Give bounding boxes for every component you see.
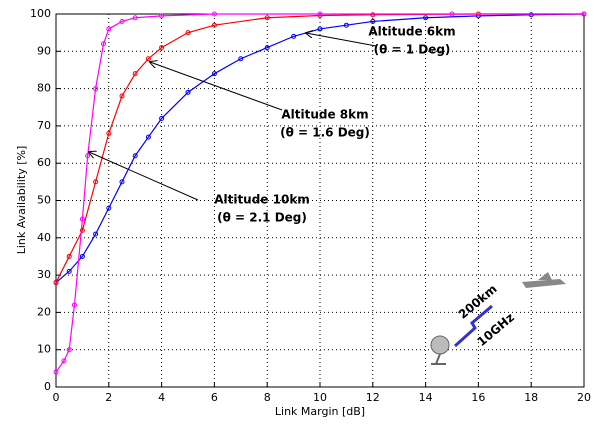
y-tick-label: 0 <box>44 380 51 393</box>
marker <box>264 15 270 21</box>
annotation: Altitude 6km <box>368 25 455 39</box>
marker <box>66 347 72 353</box>
marker <box>79 227 85 233</box>
annotation: (θ = 1 Deg) <box>374 43 451 57</box>
marker <box>93 231 99 237</box>
annotation: (θ = 1.6 Deg) <box>280 126 370 140</box>
x-tick-label: 16 <box>471 391 485 404</box>
x-tick-label: 10 <box>313 391 327 404</box>
marker <box>185 30 191 36</box>
marker <box>211 71 217 77</box>
x-tick-label: 8 <box>264 391 271 404</box>
x-tick-label: 0 <box>53 391 60 404</box>
x-tick-label: 2 <box>105 391 112 404</box>
annotation: Altitude 8km <box>281 108 368 122</box>
arrow <box>89 152 199 201</box>
y-tick-label: 70 <box>37 119 51 132</box>
x-tick-label: 4 <box>158 391 165 404</box>
marker <box>528 12 534 18</box>
marker <box>119 18 125 24</box>
marker <box>106 26 112 32</box>
marker <box>317 11 323 17</box>
arrow <box>306 33 377 47</box>
marker <box>317 26 323 32</box>
marker <box>238 56 244 62</box>
marker <box>185 89 191 95</box>
marker <box>132 153 138 159</box>
marker <box>119 93 125 99</box>
marker <box>159 13 165 19</box>
x-tick-label: 18 <box>524 391 538 404</box>
marker <box>106 205 112 211</box>
y-tick-label: 10 <box>37 343 51 356</box>
x-tick-label: 6 <box>211 391 218 404</box>
marker <box>291 33 297 39</box>
series-line <box>55 13 584 283</box>
marker <box>449 11 455 17</box>
marker <box>159 45 165 51</box>
marker <box>53 280 59 286</box>
marker <box>71 302 77 308</box>
marker <box>53 369 59 375</box>
marker <box>211 11 217 17</box>
annotation: Altitude 10km <box>214 193 310 207</box>
marker <box>132 71 138 77</box>
marker <box>66 268 72 274</box>
marker <box>211 22 217 28</box>
x-axis-label: Link Margin [dB] <box>275 405 365 418</box>
marker <box>264 45 270 51</box>
y-tick-label: 60 <box>37 156 51 169</box>
x-tick-label: 14 <box>419 391 433 404</box>
y-tick-label: 30 <box>37 268 51 281</box>
marker <box>145 134 151 140</box>
y-tick-label: 20 <box>37 305 51 318</box>
marker <box>93 179 99 185</box>
marker <box>119 179 125 185</box>
marker <box>132 15 138 21</box>
y-axis-label: Link Availability [%] <box>15 146 28 255</box>
y-tick-label: 100 <box>30 7 51 20</box>
x-tick-label: 12 <box>366 391 380 404</box>
marker <box>106 130 112 136</box>
series-line <box>55 13 584 373</box>
marker <box>343 22 349 28</box>
marker <box>159 115 165 121</box>
marker <box>79 253 85 259</box>
y-tick-label: 40 <box>37 231 51 244</box>
marker <box>79 216 85 222</box>
y-tick-label: 80 <box>37 82 51 95</box>
marker <box>101 41 107 47</box>
marker <box>66 253 72 259</box>
y-tick-label: 90 <box>37 44 51 57</box>
annotation: (θ = 2.1 Deg) <box>217 211 307 225</box>
arrow <box>150 62 283 111</box>
marker <box>370 18 376 24</box>
marker <box>370 12 376 18</box>
x-tick-label: 20 <box>577 391 591 404</box>
marker <box>93 86 99 92</box>
series-line <box>55 13 585 284</box>
marker <box>581 11 587 17</box>
y-tick-label: 50 <box>37 194 51 207</box>
marker <box>61 358 67 364</box>
marker <box>423 15 429 21</box>
